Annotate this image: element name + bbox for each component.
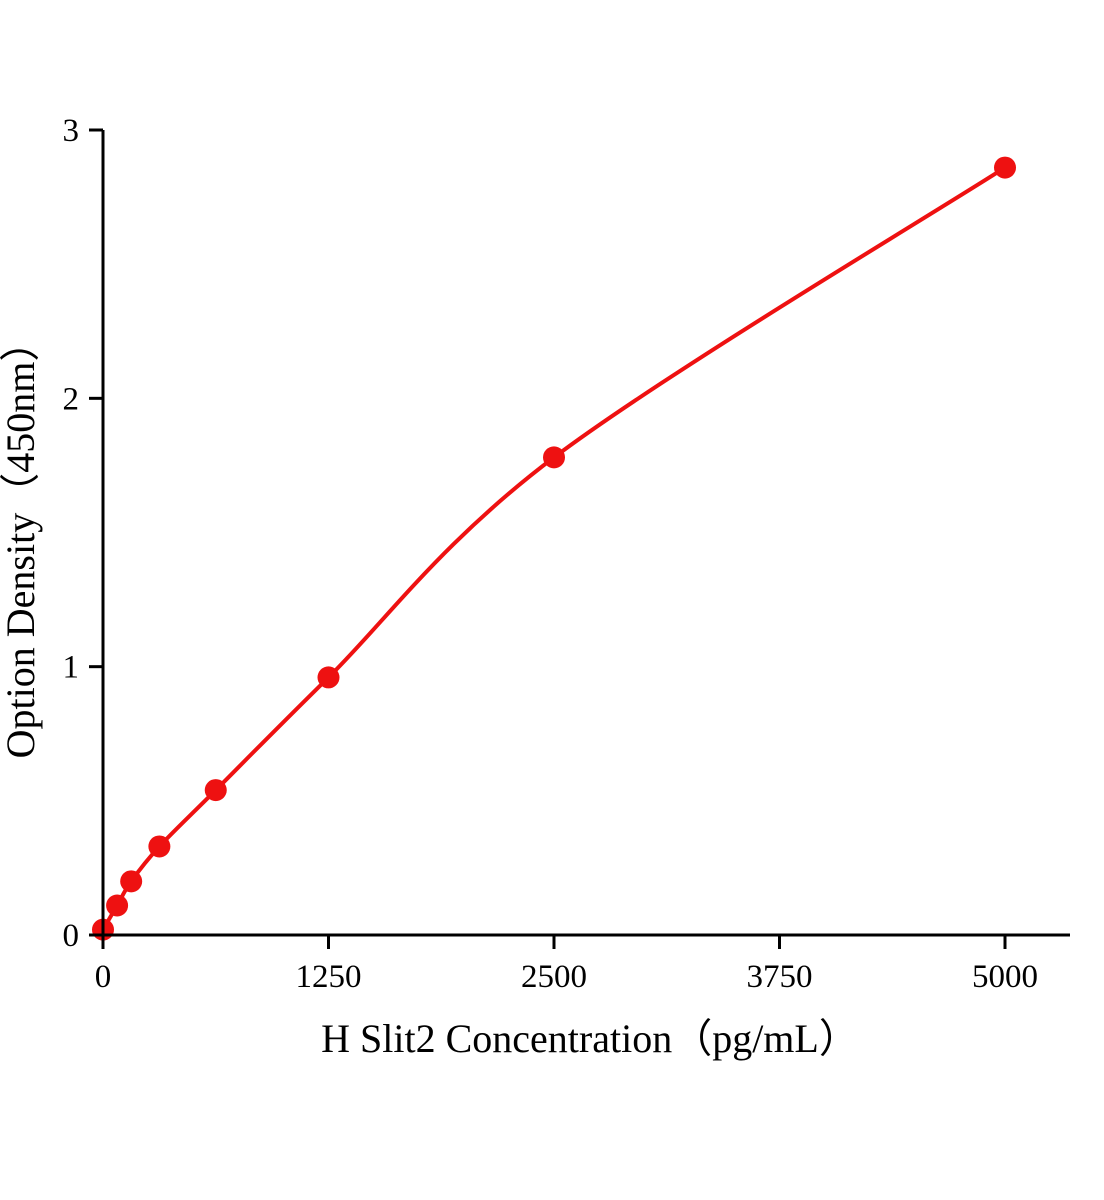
x-tick-label: 0 [95,959,112,995]
y-tick-label: 2 [63,381,80,417]
data-point [120,870,143,893]
y-tick-label: 0 [63,918,80,954]
x-tick-label: 2500 [521,959,587,995]
y-axis-title: Option Density（450nm） [0,322,43,759]
data-point [994,156,1016,179]
data-point [317,666,340,689]
fit-curve [101,165,1007,932]
x-tick-label: 5000 [972,959,1038,995]
data-point [543,446,565,469]
data-point [204,779,227,802]
plot-area: 0 1250 2500 3750 5000 0 1 2 3 [63,113,1070,995]
x-axis-title: H Slit2 Concentration（pg/mL） [321,1016,859,1061]
y-tick-label: 3 [63,113,80,149]
data-point [148,835,171,858]
x-tick-label: 1250 [296,959,362,995]
x-tick-label: 3750 [747,959,813,995]
data-point [106,894,129,917]
y-tick-label: 1 [63,650,80,686]
axis-lines [101,130,1070,937]
